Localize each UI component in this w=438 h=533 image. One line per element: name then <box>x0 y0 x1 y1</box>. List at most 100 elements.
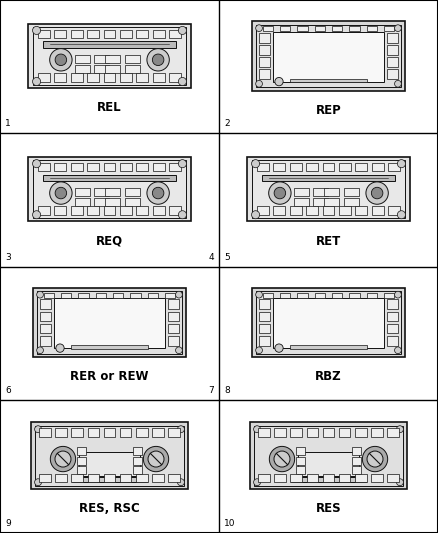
Bar <box>387 57 398 67</box>
Circle shape <box>32 26 41 35</box>
Bar <box>247 157 410 221</box>
Bar <box>106 198 120 206</box>
Circle shape <box>35 426 42 433</box>
Bar <box>262 174 395 181</box>
Bar <box>256 25 401 87</box>
Bar <box>387 429 399 437</box>
Bar <box>136 206 148 215</box>
Bar <box>367 293 377 297</box>
Bar <box>297 293 308 297</box>
Bar <box>387 324 398 333</box>
Bar <box>136 30 148 38</box>
Text: REQ: REQ <box>96 235 123 247</box>
Bar <box>87 206 99 215</box>
Bar <box>388 206 400 215</box>
Circle shape <box>32 159 41 168</box>
Bar <box>40 312 51 321</box>
Bar <box>133 457 142 465</box>
Bar <box>44 293 54 297</box>
Bar <box>371 429 383 437</box>
Bar <box>387 336 398 345</box>
Circle shape <box>251 159 260 168</box>
Circle shape <box>397 159 406 168</box>
Bar <box>88 429 99 437</box>
Circle shape <box>152 187 164 199</box>
Circle shape <box>254 479 261 486</box>
Text: RES: RES <box>316 502 341 515</box>
Bar <box>169 73 181 82</box>
Circle shape <box>177 479 184 486</box>
Bar <box>307 429 318 437</box>
Circle shape <box>32 77 41 86</box>
Bar <box>136 163 148 171</box>
Bar <box>120 30 132 38</box>
Bar <box>71 474 83 482</box>
Circle shape <box>396 479 403 486</box>
Circle shape <box>143 446 169 472</box>
Bar <box>54 163 66 171</box>
Bar <box>38 30 50 38</box>
Bar <box>54 30 66 38</box>
Bar <box>37 291 182 354</box>
Bar <box>168 474 180 482</box>
Circle shape <box>147 182 170 204</box>
Bar <box>103 163 116 171</box>
Bar <box>296 457 305 465</box>
Circle shape <box>50 446 76 472</box>
Bar <box>40 336 51 345</box>
Text: 3: 3 <box>5 253 11 262</box>
Bar <box>77 457 86 465</box>
Circle shape <box>254 426 261 433</box>
Bar <box>274 474 286 482</box>
Circle shape <box>49 182 72 204</box>
Bar <box>43 41 176 47</box>
Bar <box>95 198 110 206</box>
Bar <box>148 293 158 297</box>
Bar <box>259 312 270 321</box>
Circle shape <box>178 26 187 35</box>
Bar <box>372 206 384 215</box>
Bar <box>136 474 148 482</box>
Bar <box>120 474 131 482</box>
Circle shape <box>37 291 43 298</box>
Bar <box>77 466 86 474</box>
Circle shape <box>37 347 43 354</box>
Bar <box>273 206 285 215</box>
Text: 9: 9 <box>5 519 11 528</box>
Bar <box>54 73 66 82</box>
Bar <box>103 30 116 38</box>
Bar <box>273 163 285 171</box>
Bar <box>294 188 309 196</box>
Bar <box>388 163 400 171</box>
Bar <box>79 453 140 475</box>
Bar <box>349 293 360 297</box>
Bar <box>252 21 405 91</box>
Circle shape <box>395 347 401 354</box>
Bar <box>256 291 401 354</box>
Bar <box>384 26 394 31</box>
Bar <box>106 55 120 63</box>
Bar <box>153 206 165 215</box>
Text: 6: 6 <box>5 386 11 395</box>
Bar <box>294 198 309 206</box>
Bar <box>54 206 66 215</box>
Bar <box>124 198 140 206</box>
Circle shape <box>268 182 291 204</box>
Bar <box>78 293 89 297</box>
Bar <box>325 198 339 206</box>
Bar <box>322 163 335 171</box>
Bar <box>372 163 384 171</box>
Bar <box>290 206 302 215</box>
Bar <box>55 474 67 482</box>
Text: 1: 1 <box>5 119 11 128</box>
Bar <box>290 345 367 349</box>
Bar <box>87 73 99 82</box>
Bar <box>168 300 179 309</box>
Bar <box>113 293 124 297</box>
Bar <box>259 69 270 79</box>
Bar <box>306 206 318 215</box>
Circle shape <box>275 344 283 352</box>
Bar <box>254 426 403 486</box>
Circle shape <box>55 187 67 199</box>
Circle shape <box>274 187 286 199</box>
